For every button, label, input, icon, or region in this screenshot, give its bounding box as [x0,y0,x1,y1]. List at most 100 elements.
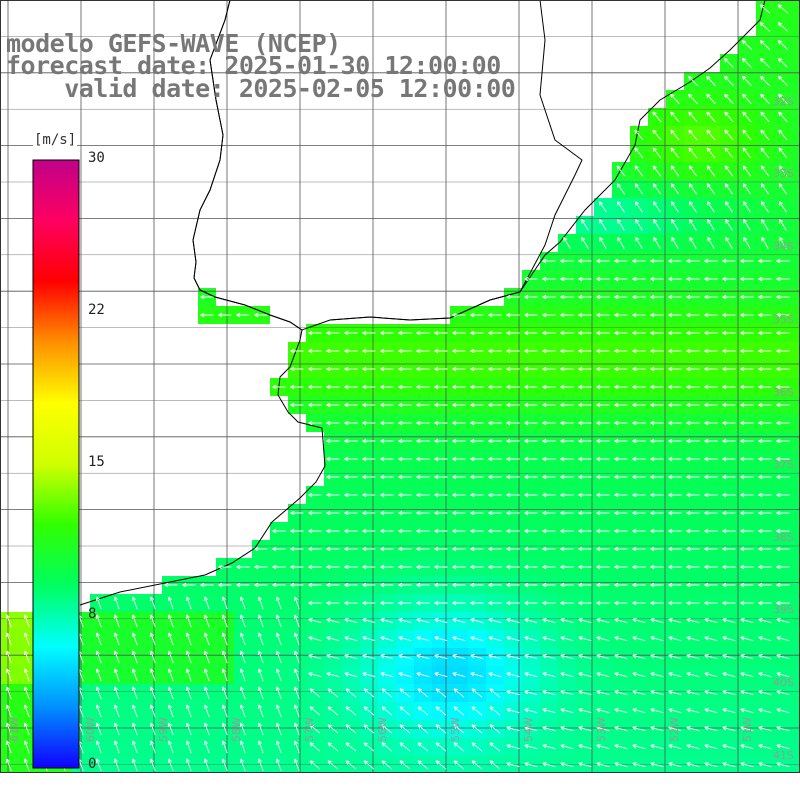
wind-vector-arrow [614,510,628,516]
wind-vector-arrow [326,384,340,390]
wind-vector-arrow [308,636,322,642]
wind-speed-cell [792,684,800,702]
wind-vector-arrow [542,330,556,336]
wind-vector-arrow [704,456,718,462]
wind-vector-arrow [506,654,520,660]
wind-vector-arrow [380,600,394,606]
wind-vector-arrow [95,614,102,628]
wind-vector-arrow [254,564,268,570]
lat-label: 36S [773,386,794,399]
wind-vector-arrow [167,614,174,628]
wind-vector-arrow [380,618,394,624]
wind-vector-arrow [599,237,607,249]
wind-vector-arrow [452,402,466,408]
wind-vector-arrow [596,690,610,696]
wind-vector-arrow [650,600,664,606]
wind-vector-arrow [614,600,628,606]
wind-vector-arrow [327,688,339,698]
wind-vector-arrow [560,600,574,606]
wind-vector-arrow [761,237,769,249]
lon-label: 59W [157,717,170,742]
wind-vector-arrow [632,744,646,750]
wind-vector-arrow [275,722,282,736]
wind-vector-arrow [578,636,592,642]
wind-vector-arrow [614,564,628,570]
wind-vector-arrow [650,510,664,516]
wind-vector-arrow [200,582,214,588]
wind-vector-arrow [686,690,700,696]
wind-vector-arrow [218,582,232,588]
wind-vector-arrow [578,258,592,264]
wind-vector-arrow [275,668,282,682]
wind-vector-arrow [308,420,322,426]
wind-vector-arrow [435,706,447,716]
wind-vector-arrow [326,600,340,606]
wind-vector-arrow [470,384,484,390]
wind-vector-arrow [488,510,502,516]
wind-vector-arrow [113,650,120,664]
wind-vector-arrow [506,744,520,750]
lon-label: 61W [8,717,21,742]
wind-vector-arrow [362,582,376,588]
wind-speed-cell [792,144,800,162]
wind-vector-arrow [380,636,394,642]
wind-vector-arrow [524,348,538,354]
wind-speed-cell [792,630,800,648]
wind-vector-arrow [452,600,466,606]
wind-vector-arrow [344,330,358,336]
wind-speed-cell [792,522,800,540]
wind-vector-arrow [470,636,484,642]
wind-vector-arrow [23,758,30,772]
wind-vector-arrow [326,474,340,480]
wind-vector-arrow [326,402,340,408]
wind-vector-arrow [326,618,340,624]
wind-vector-arrow [380,672,394,678]
wind-vector-arrow [632,600,646,606]
wind-vector-arrow [722,510,736,516]
wind-vector-arrow [668,636,682,642]
wind-vector-arrow [596,546,610,552]
wind-vector-arrow [777,40,789,50]
wind-vector-arrow [452,510,466,516]
wind-vector-arrow [399,760,411,770]
wind-vector-arrow [489,760,501,770]
wind-vector-arrow [668,330,682,336]
wind-vector-arrow [776,654,790,660]
wind-vector-arrow [686,456,700,462]
wind-vector-arrow [668,438,682,444]
wind-vector-arrow [416,510,430,516]
wind-vector-arrow [380,438,394,444]
wind-vector-arrow [542,636,556,642]
wind-vector-arrow [704,762,718,768]
wind-vector-arrow [506,690,520,696]
wind-vector-arrow [740,438,754,444]
wind-vector-arrow [596,492,610,498]
wind-vector-arrow [488,492,502,498]
wind-vector-arrow [578,420,592,426]
wind-vector-arrow [632,312,646,318]
wind-vector-arrow [740,708,754,714]
wind-vector-arrow [596,474,610,480]
wind-vector-arrow [398,384,412,390]
wind-vector-arrow [758,456,772,462]
wind-vector-arrow [707,219,715,231]
wind-speed-cell [792,468,800,486]
wind-vector-arrow [471,742,483,752]
wind-vector-arrow [650,528,664,534]
wind-vector-arrow [524,366,538,372]
wind-vector-arrow [668,294,682,300]
wind-vector-arrow [722,402,736,408]
wind-vector-arrow [416,420,430,426]
wind-vector-arrow [653,219,661,231]
wind-vector-arrow [326,420,340,426]
wind-vector-arrow [776,474,790,480]
wind-vector-arrow [776,726,790,732]
wind-vector-arrow [758,258,772,264]
wind-vector-arrow [650,348,664,354]
wind-vector-arrow [398,636,412,642]
wind-vector-arrow [290,582,304,588]
wind-vector-arrow [236,312,250,318]
wind-vector-arrow [380,348,394,354]
wind-vector-arrow [743,237,751,249]
wind-vector-arrow [560,474,574,480]
